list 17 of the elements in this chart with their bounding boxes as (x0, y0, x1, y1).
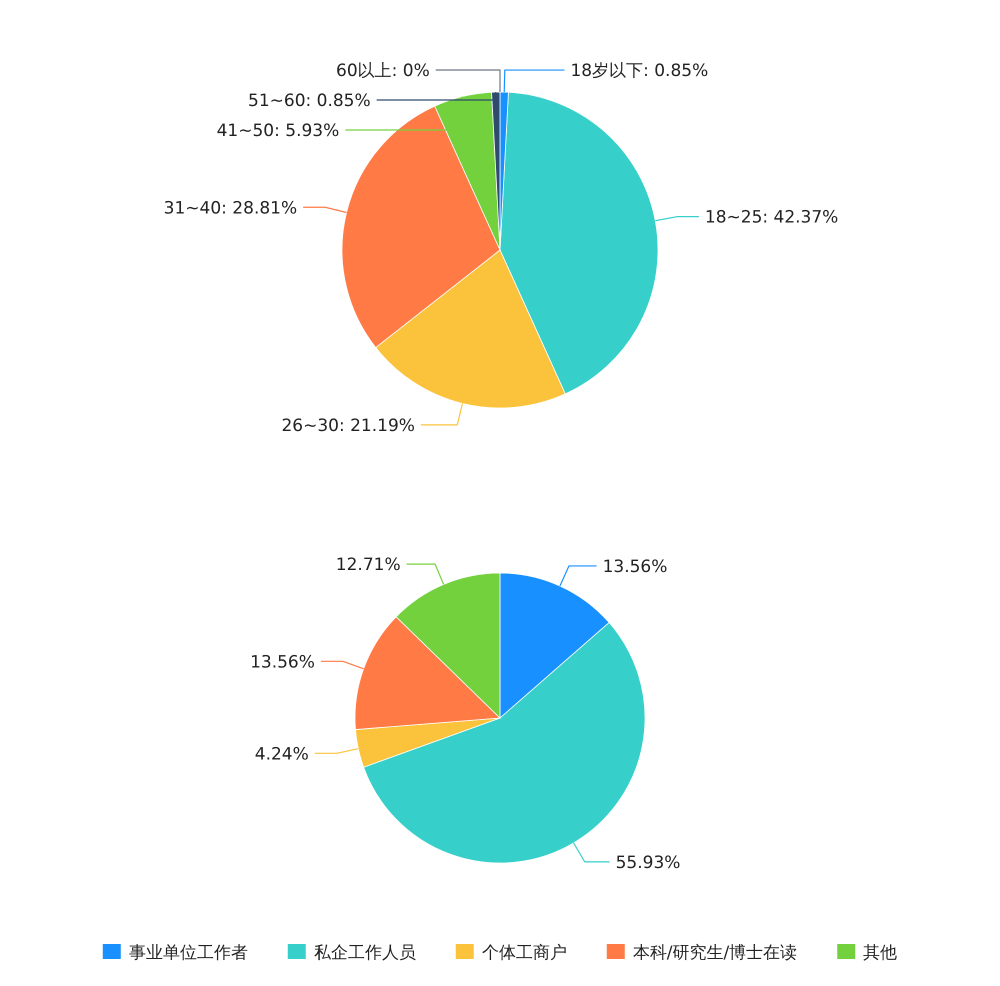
legend-label: 私企工作人员 (314, 943, 416, 963)
data-label: 55.93% (616, 852, 680, 873)
slice-label: 31~40: 28.81% (164, 198, 298, 218)
data-label: 13.56% (250, 652, 315, 672)
legend-label: 事业单位工作者 (128, 943, 248, 963)
legend-label: 个体工商户 (482, 943, 567, 963)
data-label: 12.71% (336, 555, 401, 576)
data-label: 13.56% (602, 556, 668, 577)
slice-label: 51~60: 0.85% (248, 91, 371, 111)
slice-label: 41~50: 5.93% (216, 121, 340, 141)
slice-label: 18~25: 42.37% (704, 208, 838, 228)
slice-label: 18岁以下: 0.85% (570, 61, 708, 82)
legend-label: 本科/研究生/博士在读 (632, 943, 798, 963)
data-label: 4.24% (254, 744, 309, 764)
slice-label: 26~30: 21.19% (281, 416, 415, 436)
legend-label: 其他 (863, 943, 898, 963)
legend-label: 60以上: 0% (336, 61, 430, 81)
